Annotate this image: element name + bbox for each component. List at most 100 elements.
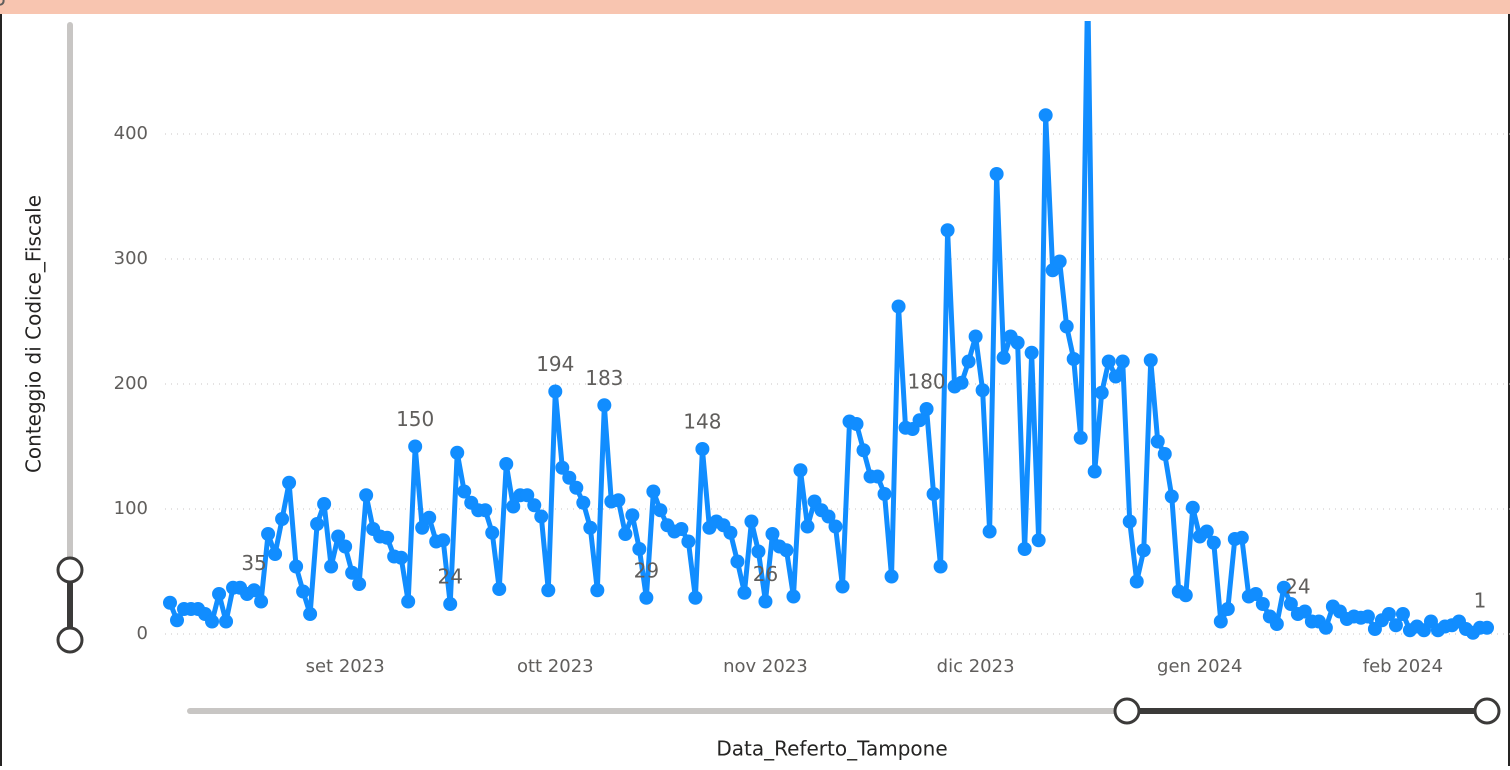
data-point [996,350,1011,365]
data-point [1480,620,1494,635]
data-point [730,554,745,569]
data-point [877,487,892,501]
data-point [170,613,185,628]
data-point [688,590,703,605]
data-point [765,527,780,541]
y-slider-handle[interactable] [56,626,84,654]
data-label: 1 [1474,588,1487,612]
data-point [975,383,990,398]
y-slider[interactable] [56,22,84,654]
data-point [1017,542,1032,556]
data-point [681,534,696,549]
y-tick-label: 300 [114,248,148,269]
data-point [408,439,423,454]
data-point [1010,335,1025,350]
data-point [1108,369,1123,384]
data-point [793,463,808,478]
data-point [779,543,794,558]
data-point [1283,597,1298,611]
data-point [1143,353,1158,368]
data-line [167,21,1487,636]
data-point [695,442,710,456]
data-point [912,413,927,428]
y-slider-handle[interactable] [56,556,84,584]
data-point [1395,607,1410,621]
data-point [758,594,773,609]
data-point [870,469,885,484]
x-slider-handle[interactable] [1113,697,1141,725]
data-point [1024,345,1039,360]
data-point [534,509,549,524]
data-point [590,583,605,598]
data-point [1101,354,1116,369]
data-point [849,417,864,431]
plot [163,21,1494,640]
data-point [835,579,850,594]
data-point [541,583,556,598]
data-point [737,585,752,600]
data-point [611,493,626,508]
data-point [261,527,276,541]
data-point [576,495,591,510]
data-point [597,398,612,413]
data-point [919,402,934,416]
data-point [422,510,437,525]
x-slider-handle[interactable] [1473,697,1501,725]
data-point [1234,530,1249,545]
data-label: 35 [241,551,266,575]
data-point [380,530,395,545]
data-point [1220,602,1235,616]
y-tick-label: 200 [114,373,148,394]
data-point [492,582,507,596]
data-point [247,583,262,598]
data-point [1360,609,1375,624]
y-tick-label: 100 [114,498,148,519]
data-point [618,527,633,541]
header-band [0,0,1510,14]
data-label: 194 [536,352,574,376]
data-point [653,503,668,518]
data-point [415,520,430,535]
data-point [954,375,969,390]
data-point [1094,385,1109,400]
data-point [800,519,815,534]
data-point [499,457,514,471]
data-point [625,508,640,523]
data-point [786,589,801,604]
data-point [674,522,689,536]
data-point [1087,464,1102,479]
data-point [436,533,451,548]
data-point [555,460,570,475]
x-slider[interactable] [187,697,1501,725]
data-point [268,547,283,561]
data-point [1297,604,1312,619]
y-axis-title: Conteggio di Codice_Fiscale [22,195,46,473]
data-point [632,542,647,556]
data-point [219,614,234,629]
data-point [1269,617,1284,631]
data-label: 24 [1285,575,1310,599]
data-label: 5 [0,0,6,11]
data-point [520,488,535,503]
data-point [891,299,906,314]
data-point [1073,430,1088,445]
data-point [345,565,360,580]
data-point [359,488,374,503]
data-point [828,519,843,534]
data-point [1276,580,1291,595]
data-point [394,550,409,565]
data-point [443,597,458,611]
data-point [1150,434,1165,449]
data-point [1115,354,1130,369]
data-point [331,529,346,544]
x-axis-title: Data_Referto_Tampone [716,737,947,761]
data-point [646,484,661,499]
data-label: 183 [585,366,623,390]
data-point [324,559,339,574]
data-point [723,525,738,540]
x-tick-label: nov 2023 [723,656,808,677]
data-point [961,354,976,369]
data-point [275,512,290,526]
data-point [1164,489,1179,504]
